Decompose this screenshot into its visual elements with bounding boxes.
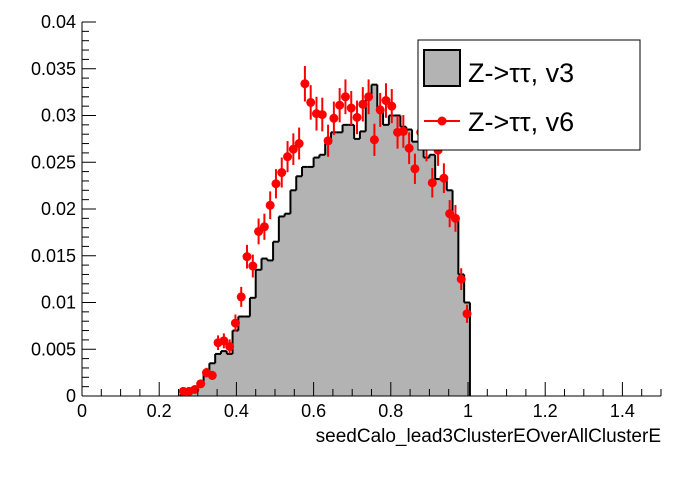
y-tick-label: 0.015 bbox=[31, 246, 76, 266]
v6-point bbox=[300, 79, 310, 89]
v6-point bbox=[375, 105, 385, 115]
v6-point bbox=[265, 200, 275, 210]
x-tick-label: 0.4 bbox=[224, 401, 249, 421]
v6-point bbox=[387, 101, 397, 111]
v6-point bbox=[352, 112, 362, 122]
v6-point bbox=[230, 318, 240, 328]
y-tick-label: 0.005 bbox=[31, 339, 76, 359]
v6-point bbox=[207, 370, 217, 380]
v6-point bbox=[323, 136, 333, 146]
v6-point bbox=[439, 173, 449, 183]
v6-point bbox=[294, 139, 304, 149]
axes: 0 0.2 0.4 0.6 0.8 1 1.2 1.4 0 0.005 0.01 0.015 0.02 0… bbox=[31, 12, 662, 421]
x-tick-label: 1.4 bbox=[610, 401, 635, 421]
v6-point bbox=[369, 135, 379, 145]
v6-point bbox=[248, 261, 258, 271]
y-tick-label: 0.03 bbox=[41, 106, 76, 126]
x-tick-label: 0.6 bbox=[301, 401, 326, 421]
legend-v3-label: Z->ττ, v3 bbox=[468, 58, 574, 88]
v6-point bbox=[335, 100, 345, 110]
x-tick-label: 1 bbox=[463, 401, 473, 421]
v6-point bbox=[462, 309, 472, 319]
x-tick-label: 0.2 bbox=[147, 401, 172, 421]
v6-point bbox=[219, 336, 229, 346]
v6-point bbox=[329, 113, 339, 123]
v6-points bbox=[178, 65, 472, 396]
v6-point bbox=[288, 144, 298, 154]
y-tick-label: 0 bbox=[66, 386, 76, 406]
v6-point bbox=[317, 110, 327, 120]
legend-v6-label: Z->ττ, v6 bbox=[468, 107, 574, 137]
v6-point bbox=[340, 92, 350, 102]
v6-point bbox=[277, 168, 287, 178]
v6-point bbox=[427, 178, 437, 188]
v6-point bbox=[381, 96, 391, 106]
y-tick-label: 0.04 bbox=[41, 12, 76, 32]
v6-point bbox=[456, 274, 466, 284]
y-tick-label: 0.01 bbox=[41, 293, 76, 313]
v3-histogram-fill bbox=[180, 84, 470, 397]
legend-v6-marker bbox=[437, 116, 447, 126]
legend: Z->ττ, v3 Z->ττ, v6 bbox=[417, 39, 641, 151]
v6-point bbox=[225, 341, 235, 351]
x-tick-label: 0 bbox=[77, 401, 87, 421]
y-tick-label: 0.02 bbox=[41, 199, 76, 219]
v6-point bbox=[306, 97, 316, 107]
legend-v3-swatch bbox=[423, 49, 461, 87]
v6-point bbox=[346, 103, 356, 113]
v6-point bbox=[259, 222, 269, 232]
v6-point bbox=[236, 292, 246, 302]
v6-point bbox=[242, 252, 252, 262]
v6-point bbox=[196, 379, 206, 389]
v6-point bbox=[450, 213, 460, 223]
x-tick-label: 1.2 bbox=[533, 401, 558, 421]
v6-point bbox=[190, 384, 200, 394]
x-axis-label: seedCalo_lead3ClusterEOverAllClusterE bbox=[316, 426, 661, 447]
v6-point bbox=[398, 126, 408, 136]
v6-point bbox=[364, 92, 374, 102]
v3-histogram bbox=[179, 83, 471, 397]
v6-point bbox=[271, 179, 281, 189]
v6-point bbox=[410, 164, 420, 174]
y-tick-label: 0.035 bbox=[31, 59, 76, 79]
v6-point bbox=[283, 152, 293, 162]
v6-point bbox=[404, 143, 414, 153]
v6-point bbox=[358, 99, 368, 109]
y-tick-label: 0.025 bbox=[31, 152, 76, 172]
x-tick-label: 0.8 bbox=[378, 401, 403, 421]
